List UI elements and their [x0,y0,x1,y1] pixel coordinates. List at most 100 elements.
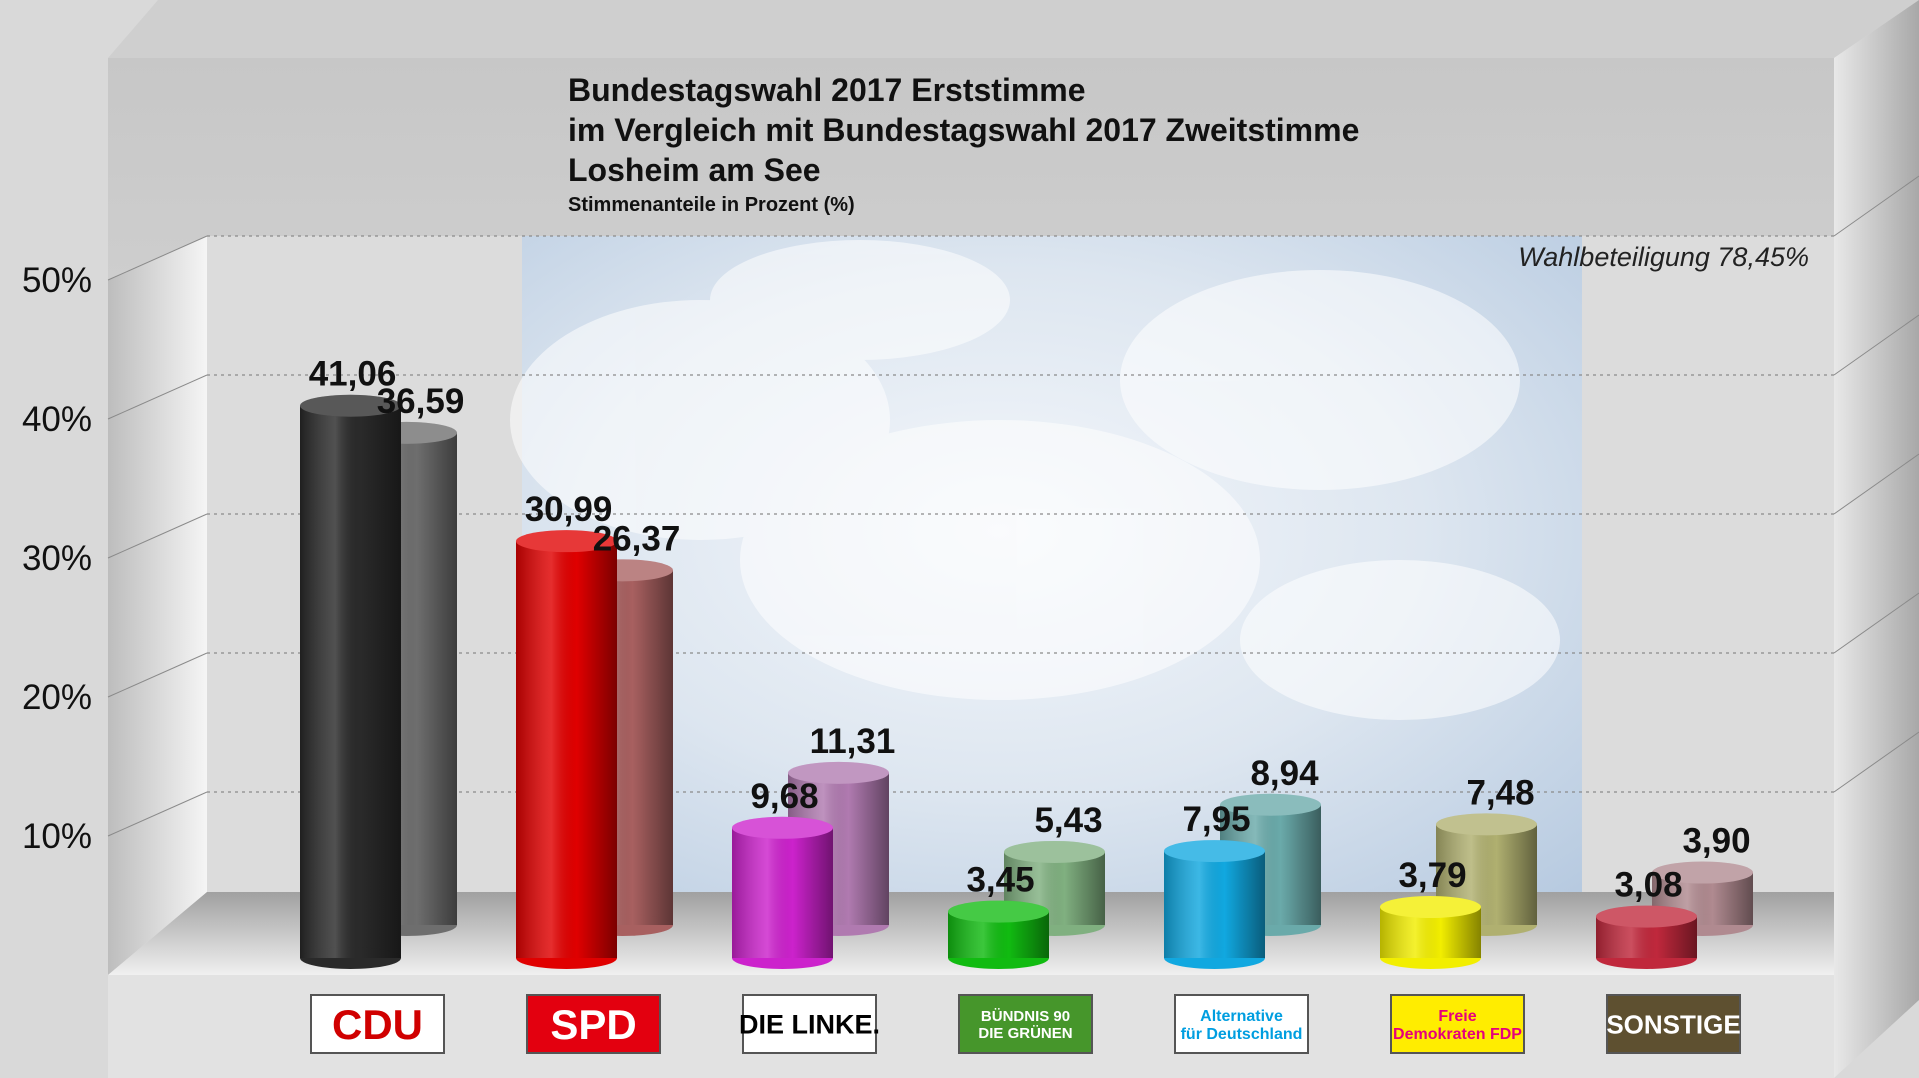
bar-top-highlight [1004,840,1105,863]
logo-box [1606,994,1741,1054]
bar-top [1220,793,1321,816]
logo-text: BÜNDNIS 90 [981,1008,1070,1025]
chart-subtitle: Stimmenanteile in Prozent (%) [568,194,855,216]
turnout-annotation: Wahlbeteiligung 78,45% [1518,242,1809,272]
logo-box [1390,994,1525,1054]
logo-box [1174,994,1309,1054]
frame-right [1834,0,1919,1078]
grid-diagonal [107,513,208,559]
bar-erststimme [732,816,833,969]
logo-text: Alternative [1200,1008,1283,1025]
bar-erststimme [948,900,1049,969]
bar-top-highlight [1436,813,1537,836]
logo-text: SONSTIGE [1606,1009,1740,1039]
bar-top-highlight [300,394,401,417]
grid-diagonal [107,235,208,281]
bar-erststimme [516,530,617,969]
y-tick-label: 50% [22,261,92,300]
bar-erststimme [1380,896,1481,969]
bar-top-highlight [516,530,617,553]
logo-text: Freie [1438,1008,1476,1025]
value-label-zweitstimme: 26,37 [593,519,681,558]
value-label-erststimme: 41,06 [309,355,397,394]
bar-top [1164,840,1265,863]
bar-erststimme [1596,905,1697,969]
value-label-erststimme: 3,45 [966,861,1034,900]
grid-layer [107,175,1919,837]
logo-box [742,994,877,1054]
party-logo: DIE LINKE. [739,994,880,1054]
value-label-zweitstimme: 36,59 [377,382,465,421]
y-axis: 10% 20% 30% 40% 50% [22,261,92,856]
title-block: Bundestagswahl 2017 Erststimme im Vergle… [568,70,1359,217]
bar-top [1380,896,1481,919]
value-label-erststimme: 7,95 [1182,800,1250,839]
logo-box [310,994,445,1054]
bar-top-highlight [732,816,833,839]
value-label-erststimme: 30,99 [525,490,613,529]
bar-top [1652,861,1753,884]
bar-erststimme [1164,840,1265,969]
bar-top [732,816,833,839]
grid-diagonal [107,652,208,698]
bar-top-highlight [1596,905,1697,928]
bar-top [516,530,617,553]
bar-shading [516,541,617,958]
party-logo: SPD [526,994,661,1054]
grid-diagonal-right [1833,731,1919,793]
bar-top-highlight [1164,840,1265,863]
bar-top [1004,840,1105,863]
logo-text: CDU [332,1001,423,1048]
logo-text: Demokraten FDP [1393,1026,1522,1043]
party-logo: SONSTIGE [1606,994,1741,1054]
logo-text: DIE GRÜNEN [978,1025,1072,1042]
value-label-zweitstimme: 3,90 [1682,822,1750,861]
value-label-zweitstimme: 11,31 [810,722,896,761]
chart-title-line-3: Losheim am See [568,152,821,188]
bar-erststimme [300,394,401,969]
value-label-erststimme: 3,79 [1398,856,1466,895]
bar-shading [1164,851,1265,958]
grid-diagonal-right [1833,592,1919,654]
bar-top [788,761,889,784]
party-logo: CDU [310,994,445,1054]
grid-diagonal-right [1833,175,1919,237]
logo-box [958,994,1093,1054]
left-wall [108,236,207,975]
bar-top-highlight [1380,896,1481,919]
cloud-shapes [510,240,1560,720]
value-label-erststimme: 9,68 [750,777,818,816]
y-tick-label: 20% [22,678,92,717]
bar-shading [732,827,833,958]
grid-diagonal-right [1833,453,1919,515]
bars-layer [300,394,1753,969]
bar-top [1596,905,1697,928]
bar-top-highlight [1652,861,1753,884]
grid-diagonal [107,791,208,837]
bar-top-highlight [948,900,1049,923]
grid-diagonal [107,374,208,420]
logo-text: SPD [550,1001,636,1048]
frame-top [108,0,1919,58]
chart-title-line-1: Bundestagswahl 2017 Erststimme [568,72,1086,108]
logo-text: DIE LINKE. [739,1010,880,1040]
y-tick-label: 40% [22,400,92,439]
grid-diagonal-right [1833,314,1919,376]
value-label-zweitstimme: 5,43 [1034,801,1102,840]
bar-top-highlight [1220,793,1321,816]
bar-top [300,394,401,417]
bar-top [1436,813,1537,836]
bar-shading [300,405,401,958]
value-label-erststimme: 3,08 [1614,866,1682,905]
value-label-zweitstimme: 8,94 [1250,754,1319,793]
bar-top-highlight [788,761,889,784]
chart-title-line-2: im Vergleich mit Bundestagswahl 2017 Zwe… [568,112,1360,148]
value-label-zweitstimme: 7,48 [1466,773,1534,812]
bar-top [948,900,1049,923]
